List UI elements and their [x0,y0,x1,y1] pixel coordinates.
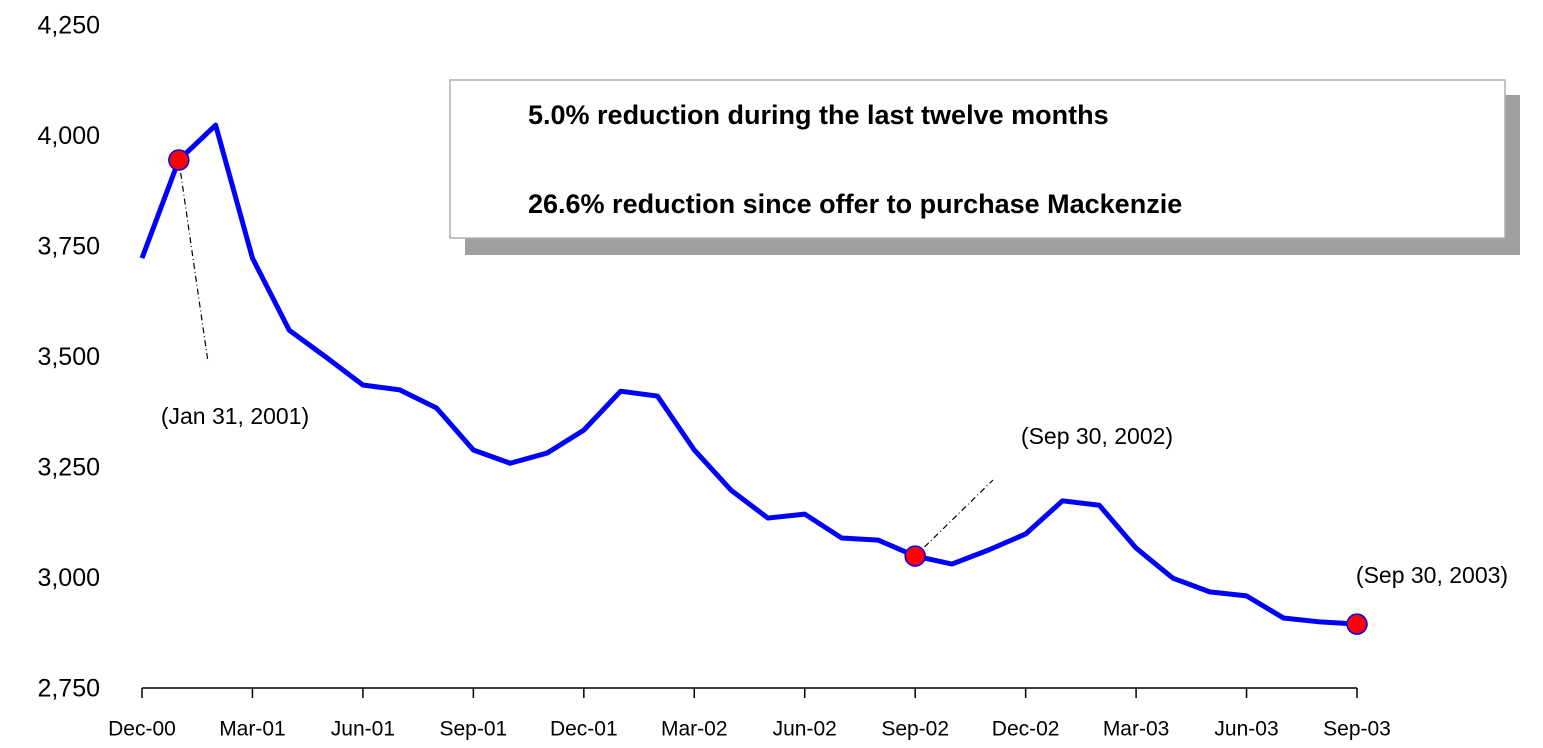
info-box [449,79,1506,239]
x-tick-label: Sep-03 [1323,718,1391,741]
y-tick-label: 3,500 [37,343,100,371]
y-tick-label: 4,250 [37,12,100,40]
x-tick-label: Dec-00 [108,718,176,741]
x-tick-label: Jun-03 [1214,718,1278,741]
x-tick-label: Mar-02 [661,718,728,741]
box-text: 26.6% reduction since offer to purchase … [528,189,1182,219]
y-tick-label: 3,250 [37,454,100,482]
highlight-marker [904,545,926,567]
y-tick-label: 3,750 [37,233,100,261]
x-tick-label: Dec-01 [550,718,618,741]
x-tick-label: Sep-01 [440,718,508,741]
y-tick-label: 2,750 [37,675,100,703]
x-tick-label: Jun-02 [773,718,837,741]
box-text: 5.0% reduction during the last twelve mo… [528,100,1109,130]
highlight-marker [1346,613,1368,635]
leader-line [178,159,209,363]
annotation: (Jan 31, 2001) [161,403,309,429]
annotation: (Sep 30, 2003) [1356,562,1508,588]
y-tick-label: 3,000 [37,564,100,592]
annotation: (Sep 30, 2002) [1021,423,1173,449]
x-tick-label: Dec-02 [992,718,1060,741]
x-tick-label: Sep-02 [881,718,949,741]
x-tick-label: Mar-01 [219,718,286,741]
x-tick-label: Jun-01 [331,718,395,741]
x-tick-label: Mar-03 [1103,718,1170,741]
leader-line [914,479,994,557]
data-line [139,122,1358,627]
highlight-marker [168,149,190,171]
y-tick-label: 4,000 [37,122,100,150]
